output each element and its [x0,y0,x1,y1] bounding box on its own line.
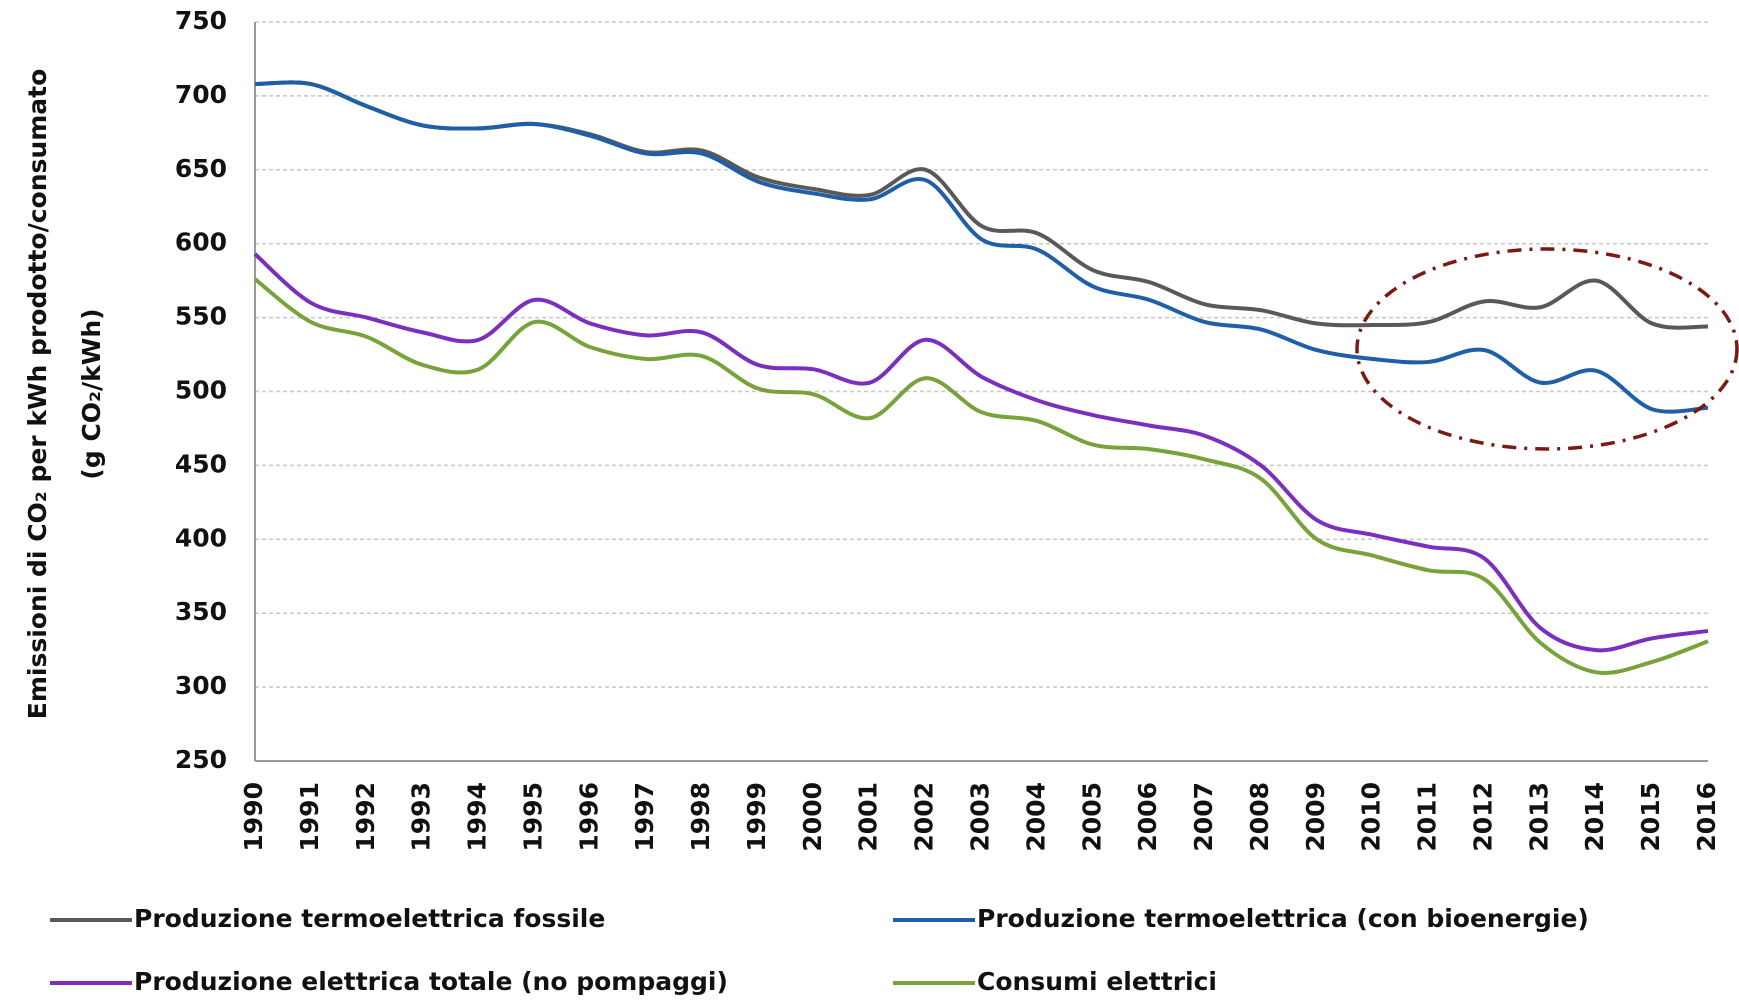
legend-label: Produzione elettrica totale (no pompaggi… [134,967,728,996]
y-tick-label: 250 [175,745,227,774]
y-tick-label: 750 [175,6,227,35]
line [254,80,1709,330]
x-tick-label: 2013 [1524,782,1553,852]
y-axis-title: (g CO₂/kWh) [77,308,106,479]
x-tick-label: 1995 [518,782,547,852]
x-tick-label: 2006 [1133,782,1162,852]
x-tick-label: 1993 [407,782,436,852]
y-tick-label: 400 [175,523,227,552]
x-tick-label: 1992 [351,782,380,852]
x-tick-label: 2015 [1636,782,1665,852]
x-tick-label: 1994 [463,782,492,852]
x-tick-label: 1990 [239,782,268,852]
legend-label: Consumi elettrici [977,967,1217,996]
y-tick-label: 500 [175,376,227,405]
x-tick-label: 2016 [1692,782,1721,852]
y-tick-label: 350 [175,597,227,626]
y-axis-title: Emissioni di CO₂ per kWh prodotto/consum… [23,69,52,719]
y-tick-label: 650 [175,154,227,183]
line [253,252,1709,653]
y-tick-label: 550 [175,302,227,331]
x-tick-label: 1998 [686,782,715,852]
x-tick-label: 2003 [966,782,995,852]
legend-label: Produzione termoelettrica (con bioenergi… [977,904,1589,933]
line [253,277,1709,676]
x-tick-label: 2014 [1580,782,1609,852]
y-tick-label: 300 [175,671,227,700]
y-tick-label: 450 [175,449,227,478]
y-tick-label: 600 [175,228,227,257]
x-tick-label: 2010 [1357,782,1386,852]
x-tick-label: 2000 [798,782,827,852]
x-tick-label: 2001 [854,782,883,852]
line [254,80,1709,414]
x-tick-label: 1997 [630,782,659,852]
x-tick-label: 2009 [1301,782,1330,852]
annotation-ellipse [1355,247,1739,451]
x-tick-label: 2008 [1245,782,1274,852]
legend-label: Produzione termoelettrica fossile [134,904,605,933]
x-tick-label: 2004 [1021,782,1050,852]
y-tick-label: 700 [175,80,227,109]
x-tick-label: 2012 [1468,782,1497,852]
x-tick-label: 2005 [1077,782,1106,852]
x-tick-label: 1996 [574,782,603,852]
x-tick-label: 2002 [910,782,939,852]
x-tick-label: 1991 [295,782,324,852]
x-tick-label: 2007 [1189,782,1218,852]
x-tick-label: 2011 [1413,782,1442,852]
x-tick-label: 1999 [742,782,771,852]
